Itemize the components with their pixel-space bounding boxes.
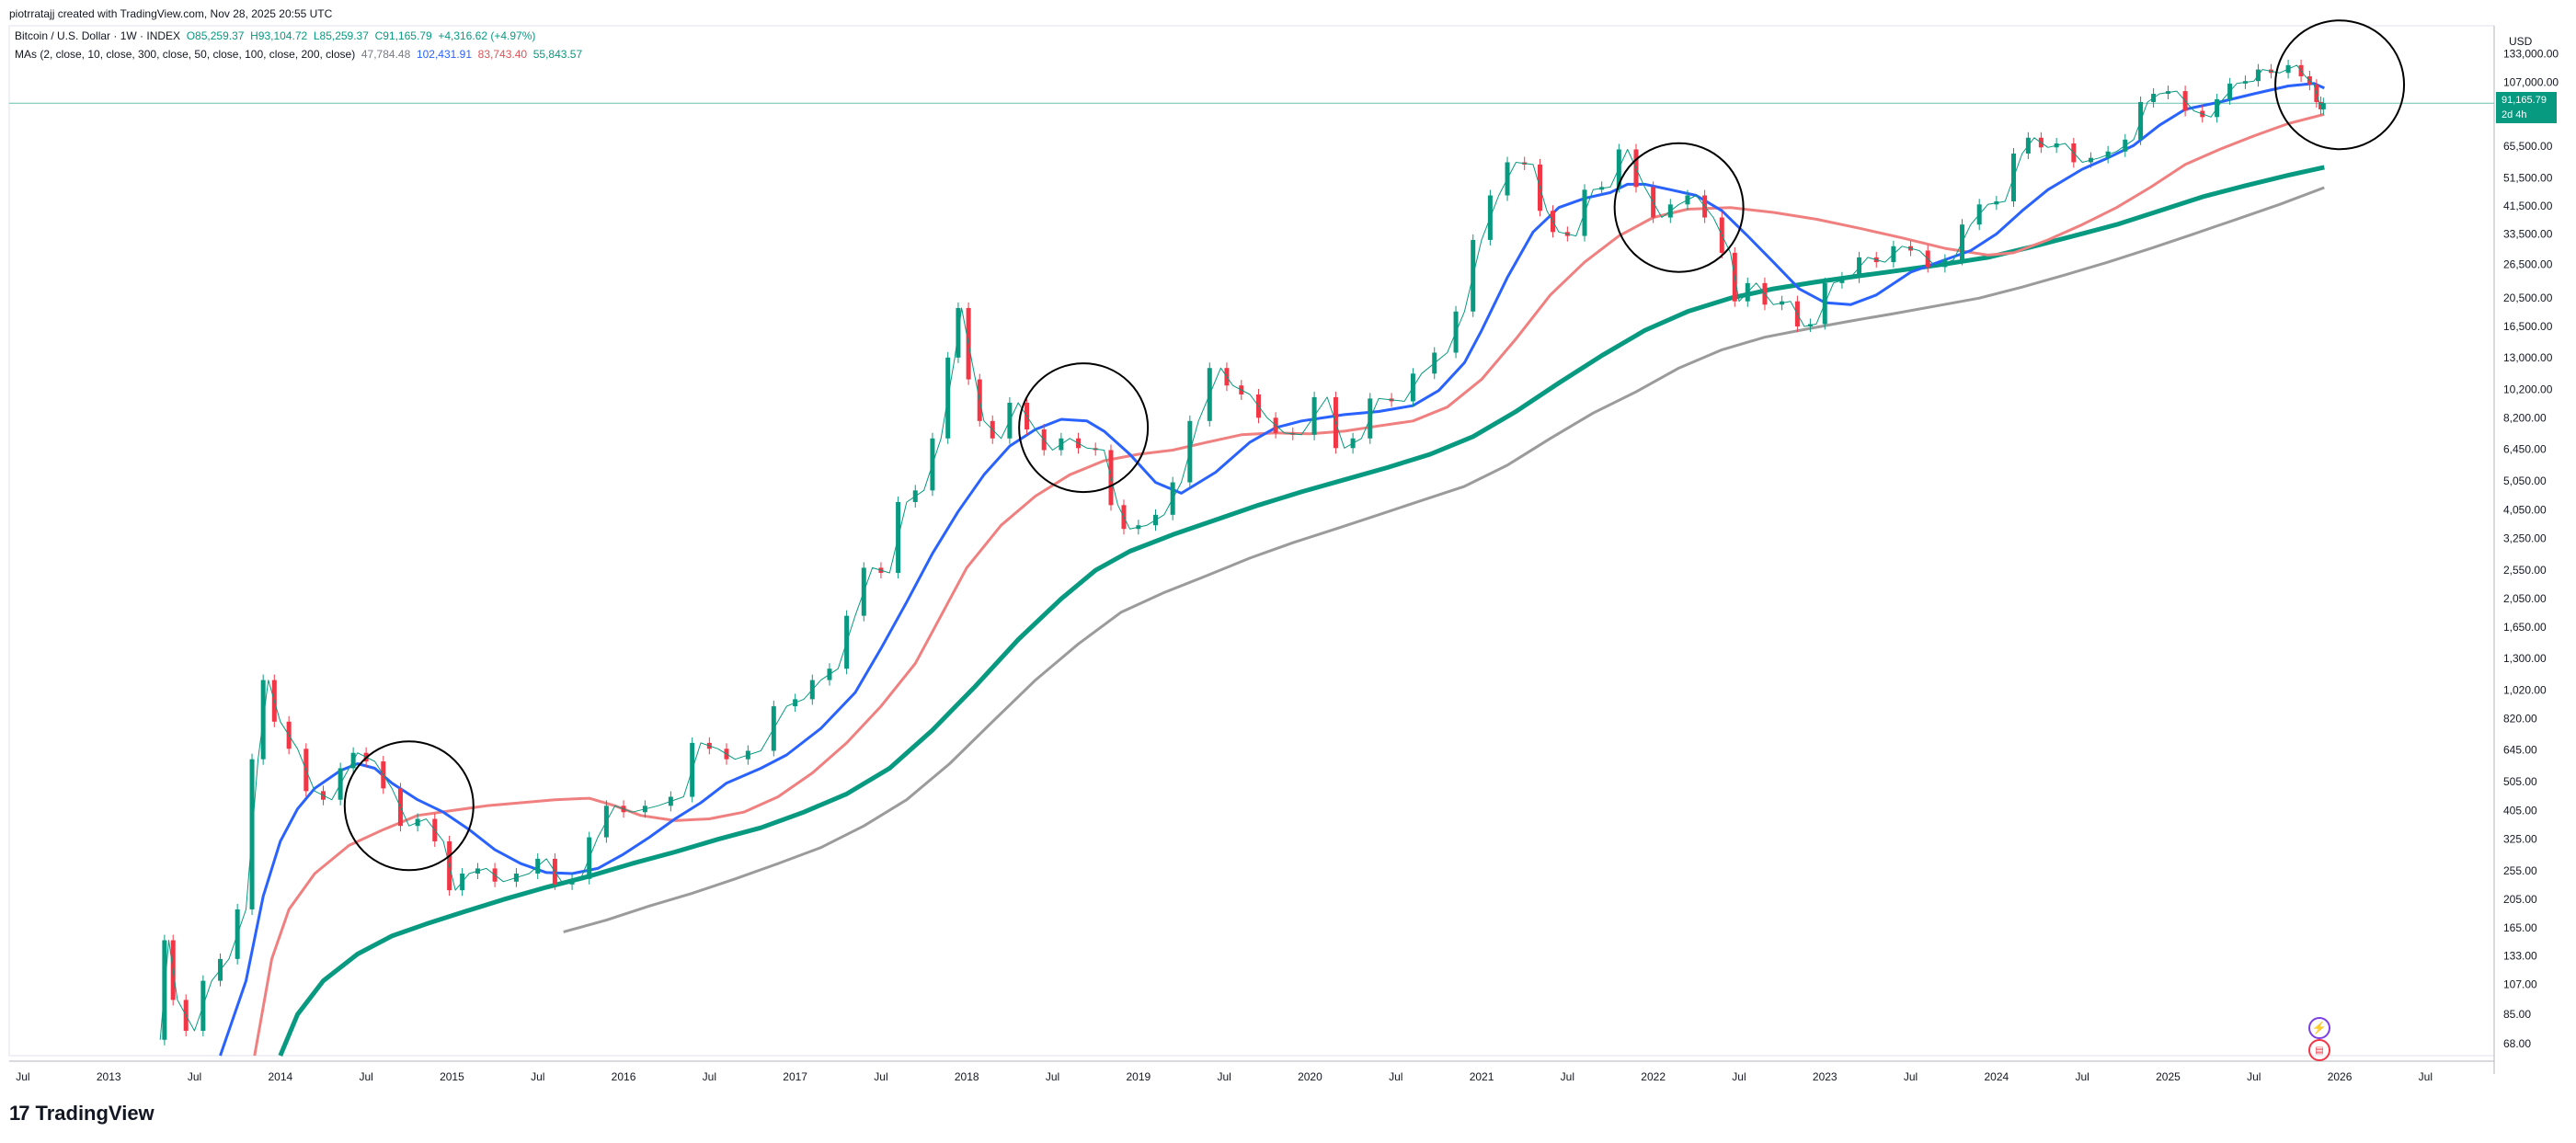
y-tick-label: 1,020.00 (2503, 683, 2547, 696)
ma300-value: 47,784.48 (361, 48, 411, 61)
ohlc-close: C91,165.79 (374, 29, 432, 42)
x-tick-label: Jul (703, 1070, 716, 1083)
currency-label: USD (2509, 35, 2533, 48)
x-tick-label: Jul (1217, 1070, 1231, 1083)
y-tick-label: 1,300.00 (2503, 652, 2547, 665)
y-tick-label: 107.00 (2503, 978, 2537, 991)
annotation-circle (343, 740, 475, 872)
y-tick-label: 8,200.00 (2503, 411, 2547, 424)
bar-countdown: 2d 4h (2502, 109, 2527, 121)
x-tick-label: Jul (2075, 1070, 2089, 1083)
tradingview-logo: 17 TradingView (9, 1102, 155, 1126)
ma50-value: 102,431.91 (416, 48, 472, 61)
x-tick-label: Jul (1389, 1070, 1402, 1083)
y-tick-label: 3,250.00 (2503, 532, 2547, 545)
x-tick-label: Jul (1561, 1070, 1574, 1083)
y-tick-label: 820.00 (2503, 712, 2537, 725)
y-tick-label: 26,500.00 (2503, 258, 2553, 271)
ma200-value: 55,843.57 (532, 48, 583, 61)
x-tick-label: 2022 (1641, 1070, 1666, 1083)
ma-legend: MAs (2, close, 10, close, 300, close, 50… (15, 48, 582, 61)
annotation-circle (2274, 19, 2406, 151)
x-tick-label: Jul (2247, 1070, 2261, 1083)
y-tick-label: 4,050.00 (2503, 503, 2547, 516)
y-tick-label: 16,500.00 (2503, 320, 2553, 333)
x-tick-label: Jul (16, 1070, 29, 1083)
x-tick-label: 2019 (1126, 1070, 1151, 1083)
x-tick-label: Jul (188, 1070, 201, 1083)
x-tick-label: 2013 (97, 1070, 121, 1083)
y-tick-label: 1,650.00 (2503, 621, 2547, 634)
x-tick-label: 2016 (612, 1070, 636, 1083)
last-price-tag: 91,165.79 2d 4h (2496, 92, 2557, 124)
ohlc-high: H93,104.72 (250, 29, 308, 42)
x-tick-label: 2026 (2328, 1070, 2353, 1083)
ohlc-change: +4,316.62 (+4.97%) (438, 29, 536, 42)
y-tick-label: 41,500.00 (2503, 200, 2553, 212)
x-tick-label: Jul (1904, 1070, 1918, 1083)
y-tick-label: 2,050.00 (2503, 592, 2547, 605)
x-tick-label: Jul (1732, 1070, 1746, 1083)
x-tick-label: Jul (359, 1070, 372, 1083)
ma50-line (219, 82, 2325, 1057)
x-tick-label: 2023 (1813, 1070, 1838, 1083)
annotation-circle (1613, 142, 1745, 273)
y-tick-label: 165.00 (2503, 921, 2537, 934)
x-tick-label: 2015 (440, 1070, 464, 1083)
ma100-value: 83,743.40 (477, 48, 528, 61)
y-tick-label: 645.00 (2503, 743, 2537, 756)
y-tick-label: 405.00 (2503, 804, 2537, 817)
x-tick-label: Jul (2419, 1070, 2433, 1083)
y-tick-label: 5,050.00 (2503, 474, 2547, 487)
price-line (159, 64, 2325, 1040)
y-tick-label: 133,000.00 (2503, 48, 2559, 61)
y-tick-label: 65,500.00 (2503, 140, 2553, 153)
y-tick-label: 85.00 (2503, 1008, 2531, 1021)
x-tick-label: 2014 (268, 1070, 292, 1083)
x-tick-label: 2020 (1298, 1070, 1322, 1083)
credit-line: piotrratajj created with TradingView.com… (9, 7, 333, 20)
y-tick-label: 255.00 (2503, 864, 2537, 877)
x-tick-label: 2018 (955, 1070, 979, 1083)
y-tick-label: 205.00 (2503, 893, 2537, 906)
symbol-legend: Bitcoin / U.S. Dollar · 1W · INDEX O85,2… (15, 29, 535, 42)
y-tick-label: 33,500.00 (2503, 227, 2553, 240)
y-tick-label: 2,550.00 (2503, 564, 2547, 577)
tv-logo-icon: 17 (9, 1102, 30, 1125)
x-tick-label: 2024 (1985, 1070, 2009, 1083)
x-tick-label: 2017 (783, 1070, 807, 1083)
y-tick-label: 68.00 (2503, 1037, 2531, 1050)
lightning-icon[interactable]: ⚡ (2308, 1017, 2330, 1039)
y-tick-label: 505.00 (2503, 775, 2537, 788)
ohlc-low: L85,259.37 (313, 29, 369, 42)
x-tick-label: 2021 (1470, 1070, 1494, 1083)
ma200-line (278, 165, 2325, 1057)
y-tick-label: 51,500.00 (2503, 171, 2553, 184)
ma100-line (253, 112, 2325, 1057)
ma-label: MAs (2, close, 10, close, 300, close, 50… (15, 48, 356, 61)
symbol-title: Bitcoin / U.S. Dollar · 1W · INDEX (15, 29, 181, 42)
y-tick-label: 10,200.00 (2503, 383, 2553, 395)
y-tick-label: 13,000.00 (2503, 351, 2553, 364)
y-tick-label: 20,500.00 (2503, 291, 2553, 304)
annotation-circle (1018, 362, 1150, 494)
plot-frame (8, 25, 2495, 1057)
x-tick-label: Jul (1046, 1070, 1059, 1083)
x-tick-label: Jul (874, 1070, 887, 1083)
x-tick-label: 2025 (2156, 1070, 2181, 1083)
y-tick-label: 133.00 (2503, 950, 2537, 963)
ma300-line (563, 186, 2325, 933)
x-tick-label: Jul (531, 1070, 544, 1083)
last-price: 91,165.79 (2502, 95, 2547, 107)
brand-name: TradingView (35, 1102, 155, 1125)
flag-icon[interactable]: ▤ (2308, 1039, 2330, 1061)
y-tick-label: 107,000.00 (2503, 76, 2559, 89)
y-tick-label: 325.00 (2503, 833, 2537, 846)
ohlc-open: O85,259.37 (186, 29, 245, 42)
y-tick-label: 6,450.00 (2503, 442, 2547, 455)
